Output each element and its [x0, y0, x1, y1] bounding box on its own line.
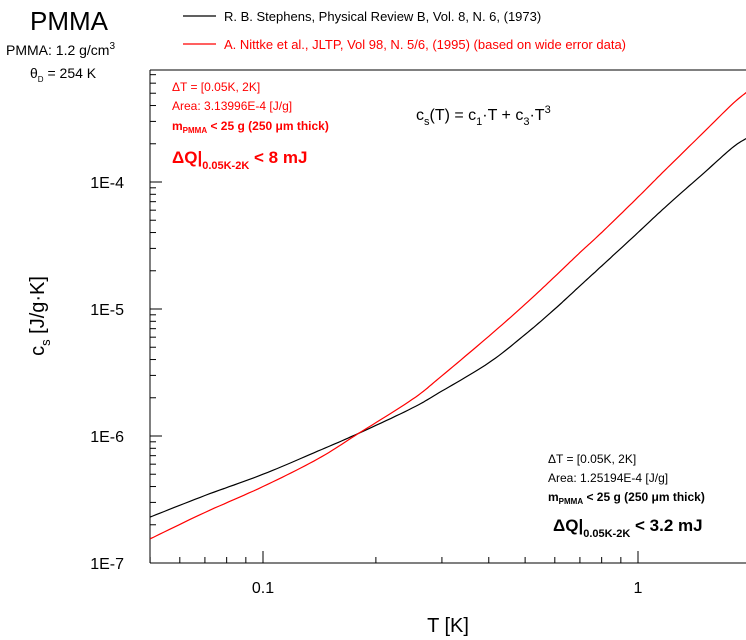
formula-label: cs(T) = c1·T + c3·T3 — [416, 104, 551, 128]
y-tick-label: 1E-4 — [90, 175, 124, 192]
annotation-stephens: ΔT = [0.05K, 2K] Area: 1.25194E-4 [J/g] … — [548, 452, 705, 540]
x-tick-label: 0.1 — [252, 580, 274, 597]
annotation-nittke-mass: mPMMA < 25 g (250 μm thick) — [172, 119, 329, 135]
y-axis-label: cs [J/g·K] — [27, 276, 53, 356]
axis-tick-labels: 0.1 1 1E-7 1E-6 1E-5 1E-4 — [90, 175, 642, 597]
annotation-stephens-heat: ΔQ|0.05K-2K < 3.2 mJ — [553, 516, 703, 540]
x-tick-label: 1 — [634, 580, 643, 597]
x-axis-label: T [K] — [427, 615, 469, 637]
annotation-stephens-range: ΔT = [0.05K, 2K] — [548, 452, 636, 466]
debye-temperature-label: θD = 254 K — [30, 65, 97, 84]
series-line-0 — [149, 138, 746, 518]
y-tick-label: 1E-6 — [90, 429, 124, 446]
annotation-nittke: ΔT = [0.05K, 2K] Area: 3.13996E-4 [J/g] … — [172, 80, 329, 172]
density-label: PMMA: 1.2 g/cm3 — [6, 41, 115, 58]
series-layer — [149, 91, 746, 540]
annotation-nittke-heat: ΔQ|0.05K-2K < 8 mJ — [172, 148, 307, 172]
annotation-nittke-area: Area: 3.13996E-4 [J/g] — [172, 99, 292, 113]
series-line-1 — [149, 91, 746, 540]
y-tick-label: 1E-5 — [90, 302, 124, 319]
chart-title: PMMA — [30, 6, 109, 36]
legend: R. B. Stephens, Physical Review B, Vol. … — [183, 9, 626, 52]
axis-ticks — [149, 74, 639, 564]
annotation-stephens-mass: mPMMA < 25 g (250 μm thick) — [548, 490, 705, 506]
annotation-nittke-range: ΔT = [0.05K, 2K] — [172, 80, 260, 94]
legend-label-stephens: R. B. Stephens, Physical Review B, Vol. … — [224, 9, 541, 24]
y-tick-label: 1E-7 — [90, 556, 124, 573]
annotation-stephens-area: Area: 1.25194E-4 [J/g] — [548, 471, 668, 485]
legend-label-nittke: A. Nittke et al., JLTP, Vol 98, N. 5/6, … — [224, 37, 626, 52]
